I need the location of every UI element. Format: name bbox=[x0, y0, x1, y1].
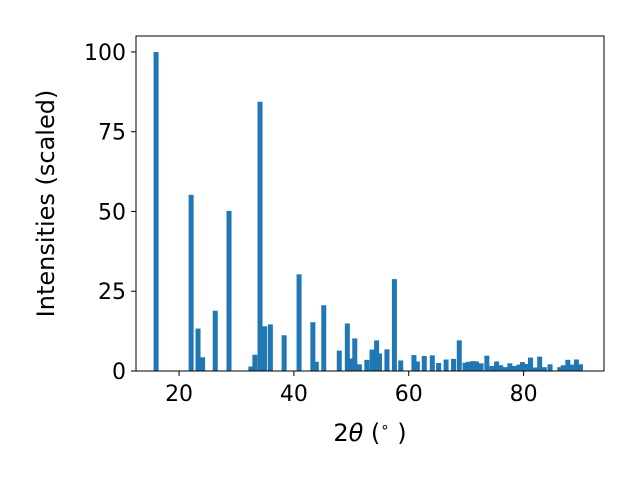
y-tick-label: 50 bbox=[98, 200, 126, 225]
bar bbox=[336, 350, 342, 371]
bar bbox=[489, 365, 495, 371]
x-axis-label: 2θ (∘ ) bbox=[333, 418, 406, 447]
bar bbox=[376, 353, 382, 371]
bar bbox=[248, 366, 254, 371]
x-tick-label: 40 bbox=[280, 382, 308, 407]
bar bbox=[296, 274, 302, 371]
bar bbox=[462, 362, 468, 371]
bar bbox=[384, 349, 390, 371]
bar bbox=[257, 101, 263, 371]
bar bbox=[212, 310, 218, 371]
x-axis: 20 40 60 80 bbox=[165, 371, 538, 407]
y-tick-label: 25 bbox=[98, 280, 126, 305]
bar bbox=[474, 361, 480, 371]
bar bbox=[421, 356, 427, 371]
bar bbox=[560, 365, 566, 371]
bar bbox=[429, 355, 435, 371]
bar bbox=[577, 364, 583, 371]
bar bbox=[398, 360, 404, 371]
bar bbox=[470, 361, 476, 371]
plot-frame bbox=[135, 35, 605, 372]
bar bbox=[557, 367, 563, 371]
bar bbox=[364, 359, 370, 371]
bar bbox=[369, 349, 375, 371]
x-tick-label: 80 bbox=[510, 382, 538, 407]
bar bbox=[200, 357, 206, 371]
bar bbox=[465, 361, 471, 371]
bar bbox=[313, 361, 319, 371]
bar bbox=[537, 356, 543, 371]
bar bbox=[498, 365, 504, 371]
bar bbox=[352, 338, 358, 371]
bar bbox=[547, 364, 553, 371]
bar bbox=[414, 361, 420, 371]
bar bbox=[528, 357, 533, 371]
bar bbox=[356, 364, 362, 371]
bar bbox=[565, 359, 571, 371]
bar bbox=[456, 340, 462, 371]
bar bbox=[153, 51, 159, 371]
y-tick-label: 0 bbox=[112, 360, 126, 385]
y-axis-label: Intensities (scaled) bbox=[32, 90, 60, 318]
bar bbox=[226, 210, 232, 371]
bar bbox=[523, 363, 529, 371]
bar bbox=[569, 364, 575, 371]
y-tick-label: 100 bbox=[84, 41, 126, 66]
bar bbox=[195, 328, 201, 371]
bar bbox=[507, 363, 513, 371]
bar bbox=[252, 354, 258, 371]
bar bbox=[502, 367, 508, 371]
bar bbox=[348, 358, 354, 371]
y-axis: 0 25 50 75 100 bbox=[84, 41, 136, 385]
bar bbox=[478, 363, 484, 371]
bar bbox=[391, 279, 397, 371]
bar bbox=[511, 365, 517, 371]
bar bbox=[519, 362, 525, 371]
bar bbox=[532, 367, 538, 371]
y-tick-label: 75 bbox=[98, 121, 126, 146]
bar bbox=[267, 324, 273, 371]
x-tick-label: 20 bbox=[165, 382, 193, 407]
bar bbox=[281, 335, 287, 371]
bar bbox=[374, 340, 380, 371]
bar bbox=[344, 323, 350, 371]
bar bbox=[188, 194, 194, 371]
bar bbox=[310, 322, 316, 371]
x-tick-label: 60 bbox=[395, 382, 423, 407]
bar-series bbox=[153, 51, 583, 371]
bar bbox=[516, 364, 522, 371]
bar bbox=[494, 361, 500, 371]
bar bbox=[411, 355, 417, 371]
bar bbox=[436, 363, 442, 371]
bar bbox=[541, 367, 547, 371]
bar bbox=[321, 305, 327, 371]
bar bbox=[262, 326, 268, 371]
bar bbox=[573, 359, 579, 371]
bar bbox=[451, 358, 457, 371]
bar bbox=[443, 359, 449, 371]
bar bbox=[484, 355, 490, 371]
